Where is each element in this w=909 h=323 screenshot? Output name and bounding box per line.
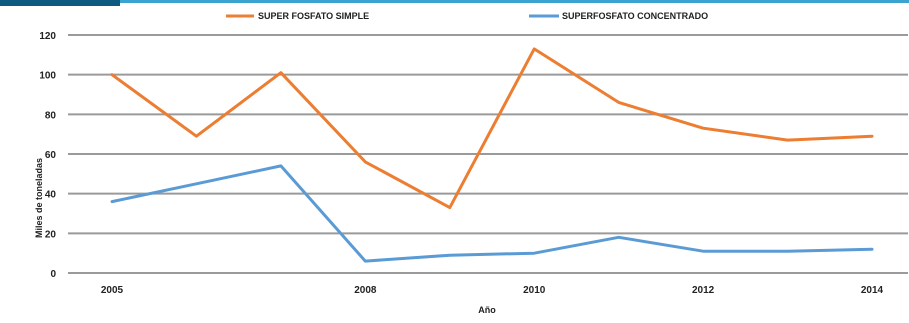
- y-tick-label: 100: [39, 71, 56, 82]
- y-tick-label: 40: [45, 190, 57, 201]
- gridlines: [68, 34, 908, 274]
- x-tick-label: 2012: [692, 285, 715, 296]
- x-tick-label: 2008: [354, 285, 377, 296]
- y-axis-title: Miles de toneladas: [34, 158, 44, 238]
- series-lines: [110, 47, 874, 263]
- y-tick-label: 60: [45, 150, 57, 161]
- x-tick-label: 2005: [101, 285, 124, 296]
- series-line-superfosfato-concentrado: [110, 164, 874, 263]
- legend: SUPER FOSFATO SIMPLE SUPERFOSFATO CONCENT…: [226, 11, 708, 21]
- header-dark-bar: [0, 0, 120, 6]
- legend-label: SUPER FOSFATO SIMPLE: [258, 11, 369, 21]
- x-tick-label: 2014: [861, 285, 884, 296]
- y-axis-ticks: 0 20 40 60 80 100 120: [39, 31, 56, 280]
- y-tick-label: 80: [45, 110, 57, 121]
- y-tick-label: 20: [45, 229, 57, 240]
- x-tick-label: 2010: [523, 285, 546, 296]
- y-tick-label: 120: [39, 31, 56, 42]
- series-line-super-fosfato-simple: [110, 47, 874, 210]
- x-axis-ticks: 2005 2008 2010 2012 2014: [101, 285, 884, 296]
- y-tick-label: 0: [50, 269, 56, 280]
- x-axis-title: Año: [478, 305, 496, 315]
- header-light-line: [120, 0, 909, 3]
- legend-label: SUPERFOSFATO CONCENTRADO: [562, 11, 708, 21]
